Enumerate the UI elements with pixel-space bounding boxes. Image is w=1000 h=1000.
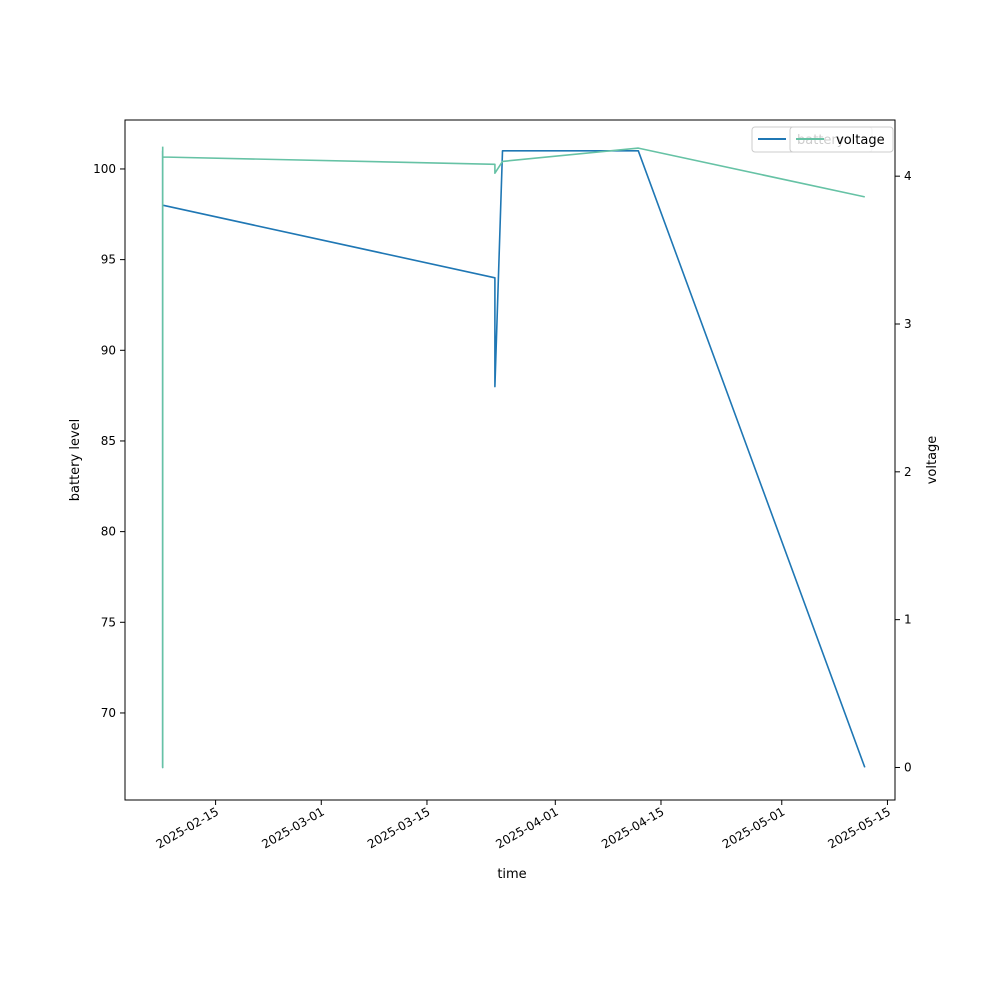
legend-voltage: voltage bbox=[789, 126, 894, 153]
y-tick-label: 95 bbox=[101, 253, 116, 267]
voltage-series-group bbox=[161, 146, 865, 769]
y-axis-ticks: 70 75 80 85 90 95 100 bbox=[93, 162, 125, 720]
x-tick-label: 2025-03-15 bbox=[365, 804, 432, 851]
y2-axis-ticks: 0 1 2 3 4 bbox=[895, 169, 912, 774]
y2-tick-label: 2 bbox=[904, 465, 912, 479]
y-tick-label: 70 bbox=[101, 706, 116, 720]
y2-tick-label: 3 bbox=[904, 317, 912, 331]
x-tick-label: 2025-02-15 bbox=[154, 804, 221, 851]
y2-tick-label: 1 bbox=[904, 613, 912, 627]
plot-area bbox=[124, 119, 896, 801]
x-tick-label: 2025-04-01 bbox=[493, 804, 560, 851]
x-tick-label: 2025-05-01 bbox=[720, 804, 787, 851]
x-tick-label: 2025-05-15 bbox=[826, 804, 893, 851]
legend-voltage-frame bbox=[789, 126, 894, 153]
battery-line bbox=[161, 150, 866, 769]
x-axis-ticks: 2025-02-15 2025-03-01 2025-03-15 2025-04-01… bbox=[154, 800, 893, 851]
y2-tick-label: 0 bbox=[904, 760, 912, 774]
voltage-line bbox=[161, 146, 865, 769]
y-tick-label: 90 bbox=[101, 343, 116, 357]
y-tick-label: 75 bbox=[101, 615, 116, 629]
y-tick-label: 100 bbox=[93, 162, 116, 176]
y-tick-label: 80 bbox=[101, 525, 116, 539]
battery-series-group bbox=[161, 150, 866, 769]
y2-axis-label: voltage bbox=[925, 436, 940, 485]
y-axis-label: battery level bbox=[68, 419, 83, 502]
x-tick-label: 2025-03-01 bbox=[259, 804, 326, 851]
y-tick-label: 85 bbox=[101, 434, 116, 448]
x-axis-label: time bbox=[497, 867, 526, 882]
y2-tick-label: 4 bbox=[904, 169, 912, 183]
legend-voltage-label: voltage bbox=[836, 133, 885, 148]
x-tick-label: 2025-04-15 bbox=[599, 804, 666, 851]
